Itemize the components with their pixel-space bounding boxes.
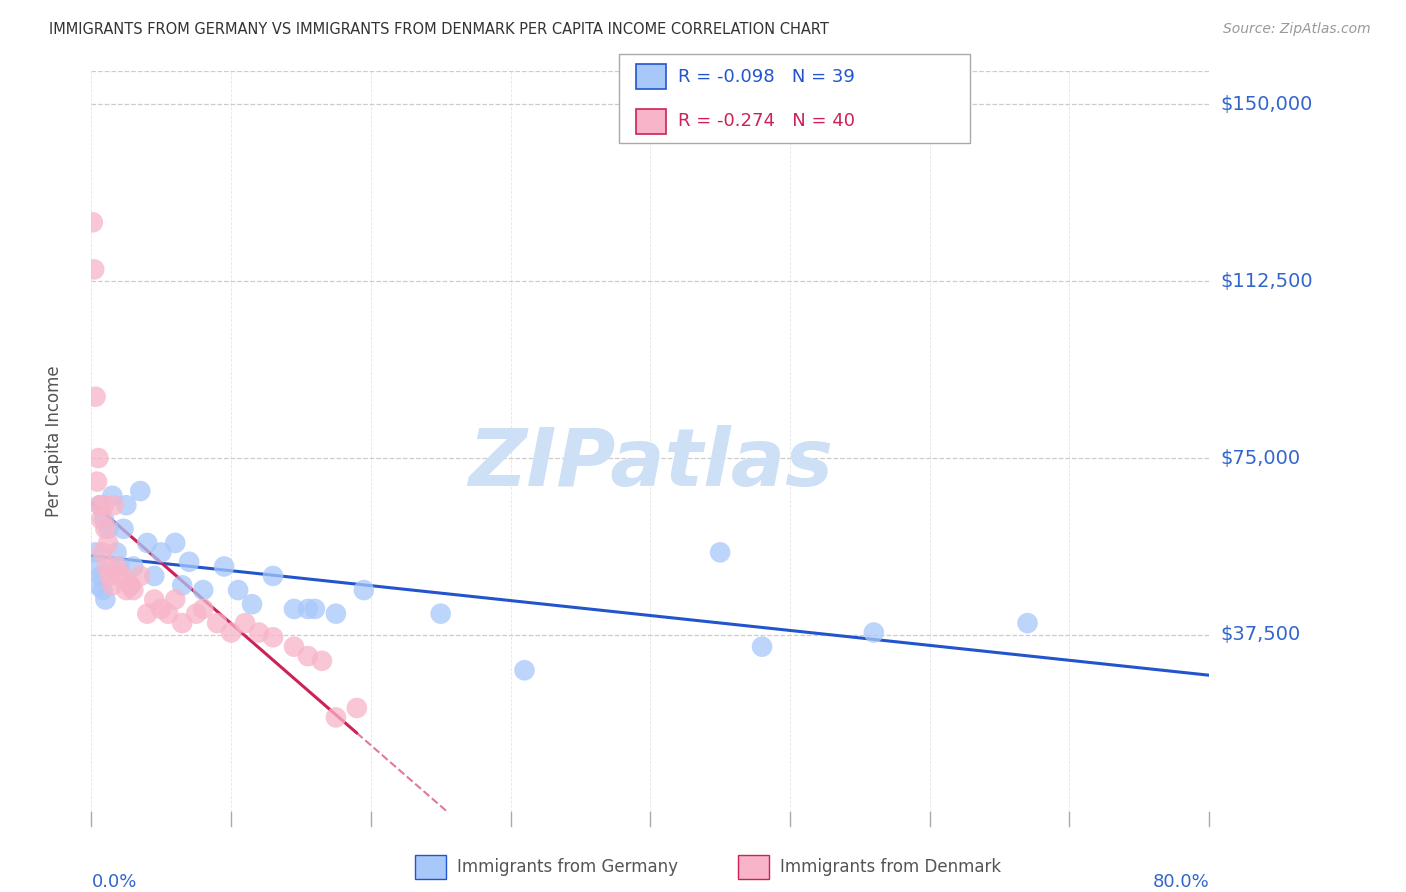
Point xyxy=(212,559,235,574)
Point xyxy=(93,512,115,526)
Point xyxy=(283,640,305,654)
Point xyxy=(172,578,194,592)
Point xyxy=(1017,616,1039,631)
Point xyxy=(191,602,214,616)
Point xyxy=(353,583,375,598)
Point xyxy=(325,607,347,621)
Point xyxy=(90,512,112,526)
Point xyxy=(122,583,145,598)
Point xyxy=(172,616,194,631)
Point xyxy=(90,569,112,583)
Point xyxy=(98,569,121,583)
Point xyxy=(91,583,114,598)
Point xyxy=(112,522,135,536)
Text: 80.0%: 80.0% xyxy=(1153,873,1209,891)
Point xyxy=(120,578,142,592)
Point xyxy=(97,522,120,536)
Point xyxy=(115,583,138,598)
Text: IMMIGRANTS FROM GERMANY VS IMMIGRANTS FROM DENMARK PER CAPITA INCOME CORRELATION: IMMIGRANTS FROM GERMANY VS IMMIGRANTS FR… xyxy=(49,22,830,37)
Text: 0.0%: 0.0% xyxy=(91,873,136,891)
Point xyxy=(101,489,124,503)
Point xyxy=(346,701,368,715)
Point xyxy=(205,616,228,631)
Point xyxy=(94,592,117,607)
Point xyxy=(862,625,886,640)
Point xyxy=(179,555,201,569)
Point xyxy=(219,625,242,640)
Point xyxy=(297,649,319,664)
Point xyxy=(157,607,180,621)
Point xyxy=(97,536,120,550)
Text: Source: ZipAtlas.com: Source: ZipAtlas.com xyxy=(1223,22,1371,37)
Point xyxy=(226,583,249,598)
Point xyxy=(513,663,536,677)
Point xyxy=(120,578,142,592)
Point xyxy=(93,498,115,512)
Point xyxy=(129,484,152,499)
Point xyxy=(122,559,145,574)
Point xyxy=(105,559,128,574)
Text: $112,500: $112,500 xyxy=(1220,272,1313,291)
Point xyxy=(129,569,152,583)
Text: R = -0.098   N = 39: R = -0.098 N = 39 xyxy=(678,68,855,86)
Text: ZIPatlas: ZIPatlas xyxy=(468,425,832,503)
Point xyxy=(150,545,173,559)
Point xyxy=(143,592,166,607)
Text: Immigrants from Germany: Immigrants from Germany xyxy=(457,858,678,876)
Point xyxy=(709,545,731,559)
Point xyxy=(240,597,263,611)
Point xyxy=(165,536,187,550)
Point xyxy=(136,607,159,621)
Text: Per Capita Income: Per Capita Income xyxy=(45,366,63,517)
Text: R = -0.274   N = 40: R = -0.274 N = 40 xyxy=(678,112,855,130)
Point xyxy=(262,630,284,644)
Point xyxy=(429,607,451,621)
Point xyxy=(186,607,208,621)
Point xyxy=(96,559,118,574)
Point xyxy=(87,578,110,592)
Point xyxy=(89,498,111,512)
Point xyxy=(111,569,134,583)
Point xyxy=(262,569,284,583)
Point xyxy=(94,522,117,536)
Point xyxy=(83,262,105,277)
Point xyxy=(86,559,108,574)
Point xyxy=(136,536,159,550)
Point xyxy=(103,498,125,512)
Point xyxy=(325,710,347,724)
Point xyxy=(115,498,138,512)
Point xyxy=(86,475,108,489)
Point xyxy=(751,640,773,654)
Point xyxy=(84,545,107,559)
Text: $75,000: $75,000 xyxy=(1220,449,1301,467)
Point xyxy=(191,583,214,598)
Point xyxy=(143,569,166,583)
Point xyxy=(233,616,256,631)
Point xyxy=(304,602,326,616)
Point xyxy=(108,569,131,583)
Text: $37,500: $37,500 xyxy=(1220,625,1301,644)
Point xyxy=(87,451,110,466)
Point xyxy=(150,602,173,616)
Point xyxy=(105,545,128,559)
Point xyxy=(165,592,187,607)
Point xyxy=(89,498,111,512)
Text: Immigrants from Denmark: Immigrants from Denmark xyxy=(780,858,1001,876)
Point xyxy=(82,215,104,229)
Point xyxy=(297,602,319,616)
Point xyxy=(84,390,107,404)
Text: $150,000: $150,000 xyxy=(1220,95,1313,114)
Point xyxy=(101,578,124,592)
Point xyxy=(311,654,333,668)
Point xyxy=(247,625,270,640)
Point xyxy=(108,559,131,574)
Point xyxy=(91,545,114,559)
Point xyxy=(283,602,305,616)
